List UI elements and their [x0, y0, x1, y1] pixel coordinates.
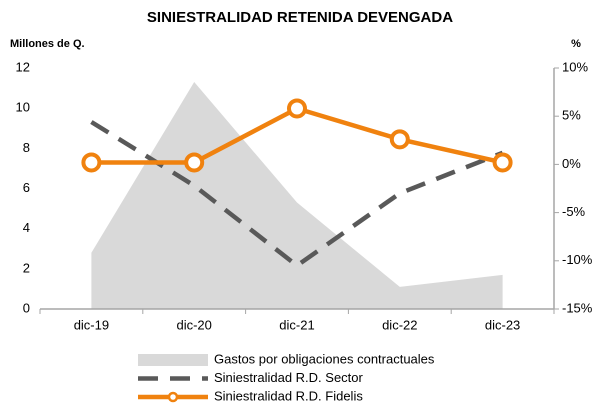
x-tick-label: dic-21 [279, 317, 314, 332]
y-tick-label: 12 [16, 59, 30, 74]
x-tick-label: dic-20 [176, 317, 211, 332]
legend-label: Gastos por obligaciones contractuales [214, 351, 435, 366]
marker [287, 98, 307, 119]
y-tick-label: 8 [23, 140, 30, 155]
y2-tick-label: -10% [562, 252, 593, 267]
y2-tick-label: -15% [562, 300, 593, 315]
y-tick-label: 2 [23, 260, 30, 275]
y-tick-label: 6 [23, 180, 30, 195]
marker [184, 152, 205, 173]
x-tick-label: dic-19 [74, 317, 109, 332]
y-axis-label: Millones de Q. [10, 38, 85, 50]
area [91, 82, 503, 309]
legend-marker [167, 391, 179, 403]
y-tick-label: 10 [16, 100, 30, 115]
y2-tick-label: 0% [562, 156, 581, 171]
legend-label: Siniestralidad R.D. Sector [214, 370, 364, 385]
y2-tick-label: -5% [562, 204, 586, 219]
y-tick-label: 4 [23, 220, 30, 235]
y2-tick-label: 5% [562, 108, 581, 123]
y-tick-label: 0 [23, 300, 30, 315]
marker [389, 129, 410, 150]
marker [492, 152, 513, 173]
y2-tick-label: 10% [562, 59, 588, 74]
x-tick-label: dic-23 [485, 317, 520, 332]
legend-swatch [138, 354, 208, 366]
legend-label: Siniestralidad R.D. Fidelis [214, 388, 363, 403]
marker [81, 152, 102, 173]
y2-axis-label: % [571, 38, 581, 50]
chart-title: SINIESTRALIDAD RETENIDA DEVENGADA [147, 9, 453, 26]
x-tick-label: dic-22 [382, 317, 417, 332]
